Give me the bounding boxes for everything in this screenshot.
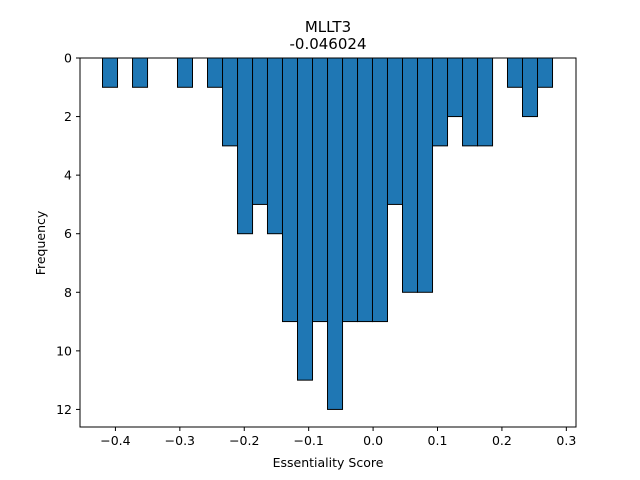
y-tick-label: 2: [64, 109, 72, 124]
histogram-bar-13: [357, 57, 374, 323]
x-tick-label: 0.0: [363, 433, 383, 448]
histogram-bar-0: [102, 57, 119, 88]
x-tick-label: 0.3: [556, 433, 576, 448]
y-tick-label: 0: [64, 51, 72, 66]
axes-frame: [79, 57, 577, 428]
x-tick-label: −0.2: [229, 433, 259, 448]
y-tick-label: 8: [64, 285, 72, 300]
histogram-bar-2: [176, 57, 194, 88]
histogram-bar-17: [417, 57, 434, 293]
y-tick-label: 6: [64, 226, 72, 241]
x-tick-label: −0.3: [165, 433, 195, 448]
histogram-bar-16: [402, 57, 419, 293]
histogram-bar-19: [447, 57, 464, 118]
x-tick-label: −0.1: [293, 433, 323, 448]
histogram-bar-11: [327, 57, 344, 410]
histogram-bar-6: [252, 57, 269, 205]
histogram-bar-14: [371, 57, 388, 323]
x-axis-ticks: −0.4 −0.3 −0.2 −0.1 0.0 0.1 0.2 0.3: [100, 427, 576, 448]
bars-group: [102, 57, 554, 410]
histogram-bar-3: [207, 57, 224, 88]
y-tick-label: 10: [56, 343, 72, 358]
histogram-bar-1: [132, 57, 149, 88]
histogram-bar-24: [537, 57, 554, 88]
histogram-bar-5: [237, 57, 254, 235]
histogram-bar-12: [342, 57, 359, 323]
histogram-bar-7: [266, 57, 283, 235]
histogram-bar-21: [477, 57, 494, 147]
chart-subtitle: -0.046024: [290, 35, 367, 53]
y-axis-ticks: 0 2 4 6 8 10 12: [56, 51, 80, 417]
chart-title: MLLT3: [305, 18, 351, 36]
x-tick-label: 0.1: [428, 433, 448, 448]
x-tick-label: −0.4: [100, 433, 130, 448]
histogram-bar-9: [297, 57, 314, 381]
histogram-bar-20: [462, 57, 479, 147]
histogram-bar-18: [432, 57, 449, 147]
histogram-bar-8: [281, 57, 298, 323]
y-tick-label: 12: [56, 402, 72, 417]
histogram-bar-23: [522, 57, 539, 118]
histogram-bar-15: [386, 57, 403, 205]
histogram-bar-22: [506, 57, 523, 88]
x-tick-label: 0.2: [492, 433, 512, 448]
y-tick-label: 4: [64, 168, 72, 183]
y-axis-label: Frequency: [33, 210, 48, 275]
histogram-bar-4: [222, 57, 239, 147]
histogram-bar-10: [312, 57, 329, 323]
x-axis-label: Essentiality Score: [273, 455, 384, 470]
